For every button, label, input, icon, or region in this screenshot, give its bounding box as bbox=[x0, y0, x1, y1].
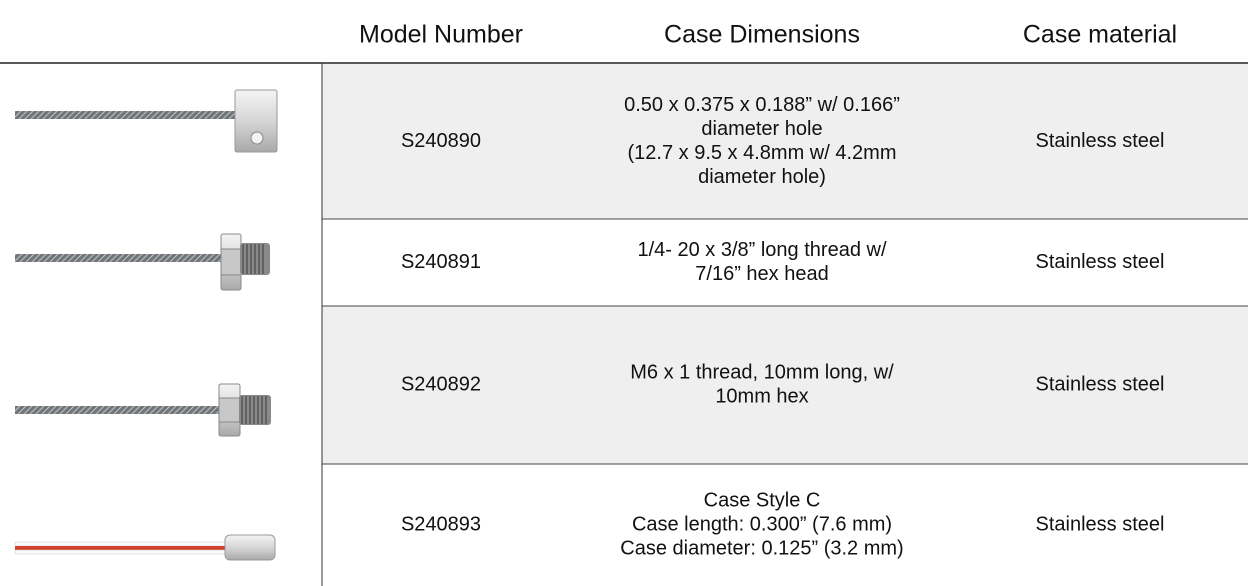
rows: Model Number Case Dimensions Case material… bbox=[322, 21, 1248, 559]
case-material: Stainless steel bbox=[1036, 130, 1165, 152]
model-number: S240892 bbox=[401, 373, 481, 395]
sensor-image bbox=[15, 233, 270, 291]
case-dimensions: Case Style C bbox=[704, 489, 821, 511]
case-dimensions: 0.50 x 0.375 x 0.188” w/ 0.166” bbox=[624, 94, 900, 116]
case-material: Stainless steel bbox=[1036, 513, 1165, 535]
case-dimensions: 1/4- 20 x 3/8” long thread w/ bbox=[637, 239, 886, 261]
case-dimensions: Case length: 0.300” (7.6 mm) bbox=[632, 513, 892, 535]
case-dimensions: diameter hole bbox=[701, 118, 822, 140]
model-number: S240890 bbox=[401, 130, 481, 152]
case-material: Stainless steel bbox=[1036, 251, 1165, 273]
column-header: Case Dimensions bbox=[664, 21, 860, 49]
case-dimensions: 10mm hex bbox=[715, 385, 808, 407]
case-dimensions: 7/16” hex head bbox=[695, 263, 828, 285]
model-number: S240893 bbox=[401, 513, 481, 535]
case-dimensions: (12.7 x 9.5 x 4.8mm w/ 4.2mm bbox=[628, 142, 897, 164]
column-header: Case material bbox=[1023, 21, 1177, 49]
case-material: Stainless steel bbox=[1036, 373, 1165, 395]
sensor-image bbox=[15, 383, 271, 437]
row-background bbox=[322, 306, 1248, 464]
case-dimensions: Case diameter: 0.125” (3.2 mm) bbox=[620, 537, 903, 559]
case-dimensions: diameter hole) bbox=[698, 166, 826, 188]
row-background bbox=[322, 64, 1248, 219]
case-dimensions: M6 x 1 thread, 10mm long, w/ bbox=[630, 361, 894, 383]
sensor-image bbox=[14, 534, 276, 561]
column-header: Model Number bbox=[359, 21, 523, 49]
model-number: S240891 bbox=[401, 251, 481, 273]
sensor-image bbox=[15, 89, 278, 153]
